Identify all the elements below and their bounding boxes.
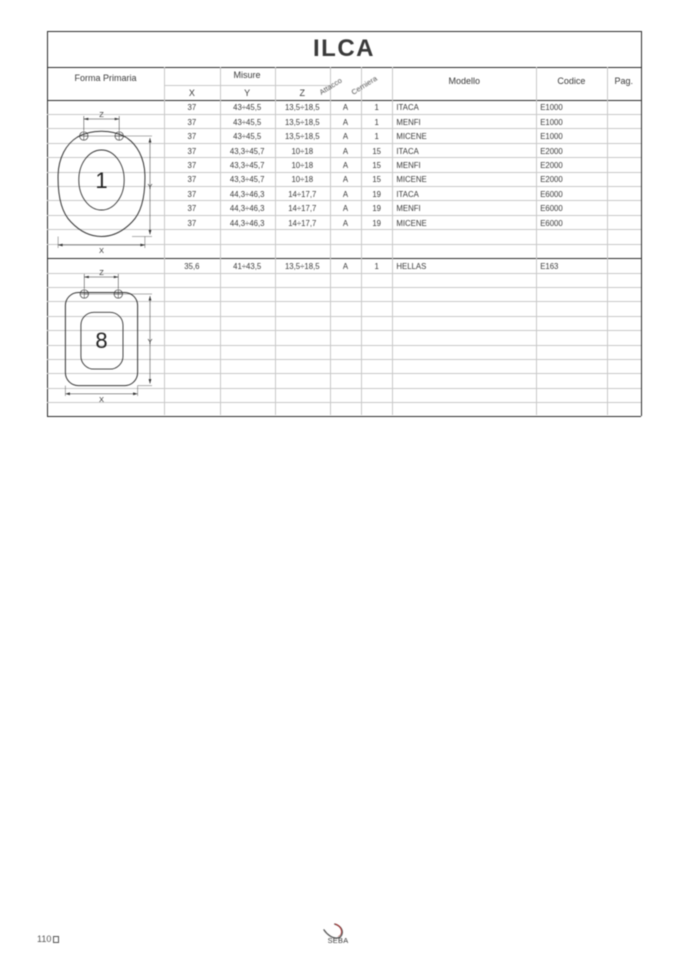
svg-text:Z: Z: [99, 110, 104, 119]
svg-text:Y: Y: [147, 182, 152, 191]
svg-text:Y: Y: [147, 337, 152, 346]
svg-text:8: 8: [95, 328, 107, 353]
svg-text:1: 1: [95, 168, 107, 193]
svg-text:X: X: [99, 246, 104, 255]
svg-text:X: X: [99, 395, 104, 404]
svg-text:Z: Z: [99, 268, 104, 277]
svg-text:SEBA: SEBA: [328, 936, 349, 945]
